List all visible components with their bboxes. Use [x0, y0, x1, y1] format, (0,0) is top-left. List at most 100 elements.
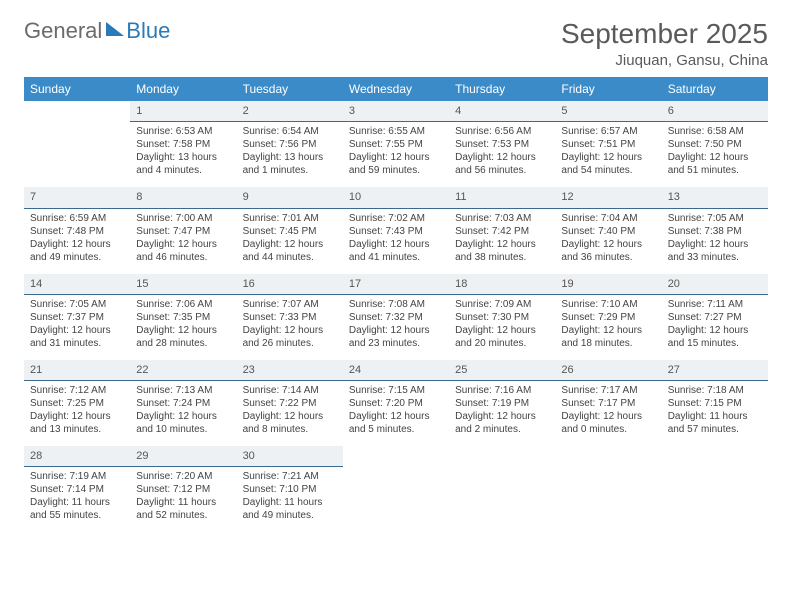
day-detail-cell: [662, 467, 768, 533]
day-ss: Sunset: 7:30 PM: [455, 311, 549, 324]
day-number-cell: 25: [449, 360, 555, 381]
day-d2: and 36 minutes.: [561, 251, 655, 264]
day-number-cell: 2: [237, 101, 343, 122]
day-number-row: 282930: [24, 446, 768, 467]
day-number-cell: 16: [237, 274, 343, 295]
day-ss: Sunset: 7:48 PM: [30, 225, 124, 238]
location: Jiuquan, Gansu, China: [561, 52, 768, 69]
day-number-cell: 18: [449, 274, 555, 295]
day-sr: Sunrise: 7:07 AM: [243, 298, 337, 311]
day-d1: Daylight: 12 hours: [349, 151, 443, 164]
day-number-cell: 21: [24, 360, 130, 381]
day-d1: Daylight: 12 hours: [243, 238, 337, 251]
day-number-cell: 30: [237, 446, 343, 467]
day-detail-cell: [555, 467, 661, 533]
day-d2: and 18 minutes.: [561, 337, 655, 350]
weekday-header: Saturday: [662, 77, 768, 101]
day-d1: Daylight: 12 hours: [668, 238, 762, 251]
day-ss: Sunset: 7:22 PM: [243, 397, 337, 410]
day-ss: Sunset: 7:40 PM: [561, 225, 655, 238]
day-detail-cell: [24, 122, 130, 188]
day-d1: Daylight: 12 hours: [136, 410, 230, 423]
day-d2: and 2 minutes.: [455, 423, 549, 436]
day-d2: and 1 minutes.: [243, 164, 337, 177]
day-ss: Sunset: 7:45 PM: [243, 225, 337, 238]
day-d2: and 54 minutes.: [561, 164, 655, 177]
day-detail-row: Sunrise: 7:19 AMSunset: 7:14 PMDaylight:…: [24, 467, 768, 533]
day-detail-cell: Sunrise: 6:57 AMSunset: 7:51 PMDaylight:…: [555, 122, 661, 188]
day-sr: Sunrise: 7:03 AM: [455, 212, 549, 225]
day-sr: Sunrise: 7:16 AM: [455, 384, 549, 397]
day-d2: and 0 minutes.: [561, 423, 655, 436]
day-ss: Sunset: 7:32 PM: [349, 311, 443, 324]
day-sr: Sunrise: 6:53 AM: [136, 125, 230, 138]
day-d1: Daylight: 12 hours: [561, 324, 655, 337]
weekday-header: Sunday: [24, 77, 130, 101]
day-detail-cell: Sunrise: 7:12 AMSunset: 7:25 PMDaylight:…: [24, 381, 130, 447]
day-detail-cell: Sunrise: 7:18 AMSunset: 7:15 PMDaylight:…: [662, 381, 768, 447]
day-d2: and 51 minutes.: [668, 164, 762, 177]
day-detail-cell: Sunrise: 6:54 AMSunset: 7:56 PMDaylight:…: [237, 122, 343, 188]
day-sr: Sunrise: 7:21 AM: [243, 470, 337, 483]
weekday-header: Monday: [130, 77, 236, 101]
day-sr: Sunrise: 6:57 AM: [561, 125, 655, 138]
day-number-cell: 6: [662, 101, 768, 122]
day-d1: Daylight: 13 hours: [136, 151, 230, 164]
day-ss: Sunset: 7:56 PM: [243, 138, 337, 151]
day-number-cell: 8: [130, 187, 236, 208]
day-sr: Sunrise: 7:05 AM: [30, 298, 124, 311]
day-d1: Daylight: 13 hours: [243, 151, 337, 164]
day-number-row: 123456: [24, 101, 768, 122]
day-detail-cell: Sunrise: 6:58 AMSunset: 7:50 PMDaylight:…: [662, 122, 768, 188]
day-number-cell: 28: [24, 446, 130, 467]
day-ss: Sunset: 7:20 PM: [349, 397, 443, 410]
day-detail-cell: Sunrise: 7:21 AMSunset: 7:10 PMDaylight:…: [237, 467, 343, 533]
day-d1: Daylight: 12 hours: [349, 238, 443, 251]
day-number-row: 14151617181920: [24, 274, 768, 295]
day-detail-cell: Sunrise: 7:01 AMSunset: 7:45 PMDaylight:…: [237, 208, 343, 274]
day-ss: Sunset: 7:10 PM: [243, 483, 337, 496]
day-sr: Sunrise: 6:56 AM: [455, 125, 549, 138]
day-sr: Sunrise: 6:55 AM: [349, 125, 443, 138]
day-d2: and 13 minutes.: [30, 423, 124, 436]
day-detail-cell: Sunrise: 7:07 AMSunset: 7:33 PMDaylight:…: [237, 294, 343, 360]
day-number-cell: 11: [449, 187, 555, 208]
day-d1: Daylight: 12 hours: [243, 410, 337, 423]
day-detail-cell: Sunrise: 7:10 AMSunset: 7:29 PMDaylight:…: [555, 294, 661, 360]
day-d1: Daylight: 11 hours: [30, 496, 124, 509]
day-d2: and 52 minutes.: [136, 509, 230, 522]
day-d1: Daylight: 12 hours: [668, 151, 762, 164]
day-sr: Sunrise: 7:14 AM: [243, 384, 337, 397]
day-ss: Sunset: 7:15 PM: [668, 397, 762, 410]
day-detail-cell: Sunrise: 7:02 AMSunset: 7:43 PMDaylight:…: [343, 208, 449, 274]
day-number-cell: 5: [555, 101, 661, 122]
day-d1: Daylight: 11 hours: [668, 410, 762, 423]
day-ss: Sunset: 7:27 PM: [668, 311, 762, 324]
day-d2: and 44 minutes.: [243, 251, 337, 264]
day-detail-cell: Sunrise: 7:14 AMSunset: 7:22 PMDaylight:…: [237, 381, 343, 447]
day-d2: and 41 minutes.: [349, 251, 443, 264]
day-number-cell: 23: [237, 360, 343, 381]
day-number-cell: [449, 446, 555, 467]
weekday-header: Wednesday: [343, 77, 449, 101]
day-d2: and 28 minutes.: [136, 337, 230, 350]
day-detail-cell: Sunrise: 7:00 AMSunset: 7:47 PMDaylight:…: [130, 208, 236, 274]
day-d2: and 5 minutes.: [349, 423, 443, 436]
day-detail-row: Sunrise: 7:05 AMSunset: 7:37 PMDaylight:…: [24, 294, 768, 360]
day-ss: Sunset: 7:55 PM: [349, 138, 443, 151]
day-sr: Sunrise: 7:17 AM: [561, 384, 655, 397]
day-ss: Sunset: 7:42 PM: [455, 225, 549, 238]
day-number-cell: 26: [555, 360, 661, 381]
day-ss: Sunset: 7:47 PM: [136, 225, 230, 238]
day-number-cell: 9: [237, 187, 343, 208]
day-number-cell: 7: [24, 187, 130, 208]
day-d1: Daylight: 12 hours: [561, 238, 655, 251]
day-number-cell: 13: [662, 187, 768, 208]
weekday-header: Friday: [555, 77, 661, 101]
day-detail-cell: Sunrise: 7:03 AMSunset: 7:42 PMDaylight:…: [449, 208, 555, 274]
day-d1: Daylight: 12 hours: [455, 410, 549, 423]
day-detail-cell: Sunrise: 7:16 AMSunset: 7:19 PMDaylight:…: [449, 381, 555, 447]
day-ss: Sunset: 7:43 PM: [349, 225, 443, 238]
weekday-header-row: Sunday Monday Tuesday Wednesday Thursday…: [24, 77, 768, 101]
day-d2: and 4 minutes.: [136, 164, 230, 177]
